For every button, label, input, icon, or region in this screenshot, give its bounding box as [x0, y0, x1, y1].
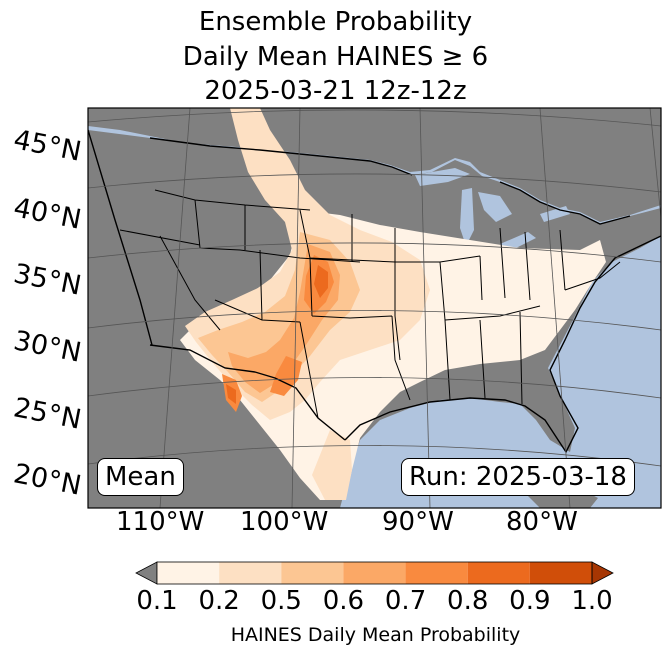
run-date-label: Run: 2025-03-18 — [401, 458, 635, 496]
colorbar-tick-label: 0.5 — [260, 586, 302, 616]
colorbar-over-extension — [591, 561, 614, 585]
title-line-3: 2025-03-21 12z-12z — [204, 76, 467, 106]
colorbar-bin-0.8-0.9 — [467, 562, 530, 584]
title-line-2: Daily Mean HAINES ≥ 6 — [182, 42, 489, 72]
map-frame — [87, 107, 662, 509]
great-lakes — [415, 168, 570, 252]
colorbar-label: HAINES Daily Mean Probability — [230, 624, 521, 646]
colorbar-tick-label: 0.1 — [136, 586, 178, 616]
colorbar-bins — [157, 562, 592, 584]
colorbar-bin-0.5-0.6 — [281, 562, 344, 584]
colorbar-bin-0.6-0.7 — [343, 562, 406, 584]
state-lines — [119, 189, 621, 419]
colorbar-bin-0.9-1 — [529, 562, 592, 584]
borders — [88, 129, 661, 454]
us-mexico-border — [149, 344, 346, 441]
prob-0.8-b — [226, 384, 236, 404]
lon-label-90w: 90°W — [382, 507, 454, 537]
title-line-1: Ensemble Probability — [198, 7, 473, 37]
coastline — [88, 129, 661, 454]
probability-shading — [180, 108, 606, 500]
colorbar — [135, 561, 614, 585]
lon-label-80w: 80°W — [506, 507, 578, 537]
canada-land — [88, 108, 661, 222]
colorbar-tick-label: 0.9 — [509, 586, 551, 616]
colorbar-bin-0.7-0.8 — [405, 562, 468, 584]
colorbar-tick-label: 1.0 — [571, 586, 613, 616]
us-canada-border — [149, 137, 631, 225]
graticule — [88, 108, 661, 508]
prob-0.2-south — [312, 430, 352, 500]
colorbar-tick-label: 0.7 — [384, 586, 427, 616]
colorbar-bin-0.1-0.2 — [157, 562, 220, 584]
colorbar-tick-label: 0.8 — [447, 586, 489, 616]
lon-label-110w: 110°W — [116, 507, 205, 537]
prob-0.7-b — [270, 356, 302, 396]
colorbar-tick-label: 0.6 — [322, 586, 365, 616]
mean-label: Mean — [97, 458, 184, 496]
colorbar-tick-label: 0.2 — [198, 586, 240, 616]
colorbar-under-extension — [135, 561, 158, 585]
colorbar-bin-0.2-0.5 — [219, 562, 282, 584]
prob-0.8 — [314, 265, 328, 298]
colorbar-outline — [156, 561, 593, 585]
lon-label-100w: 100°W — [240, 507, 329, 537]
